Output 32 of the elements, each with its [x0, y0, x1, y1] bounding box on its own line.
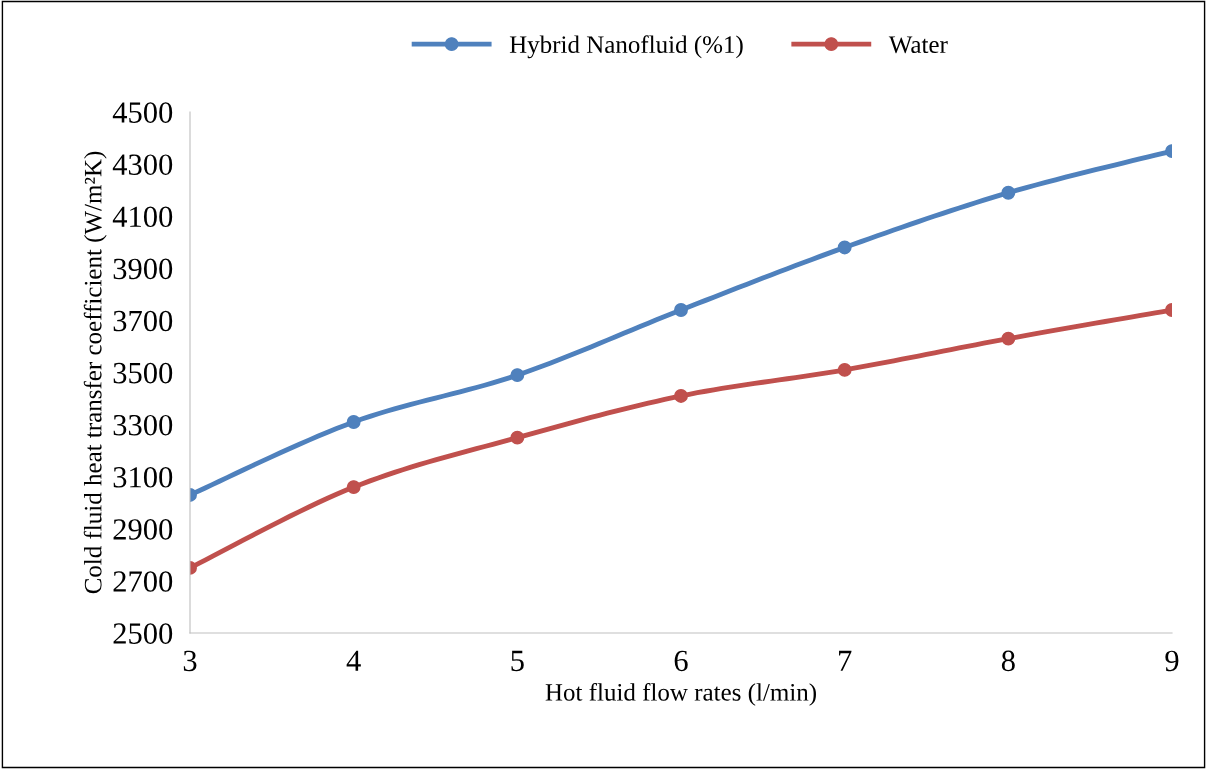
x-axis-title: Hot fluid flow rates (l/min) — [545, 682, 816, 706]
point — [674, 303, 688, 317]
point — [837, 240, 852, 255]
point — [1001, 331, 1016, 346]
x-tick-label: 4 — [346, 650, 361, 671]
point — [510, 368, 525, 383]
x-tick-label: 6 — [674, 650, 688, 672]
point — [837, 362, 852, 377]
y-tick-label: 4500 — [112, 102, 173, 123]
y-tick-label: 2700 — [113, 571, 173, 592]
x-tick-label: 5 — [511, 650, 524, 672]
point — [1001, 185, 1016, 200]
y-tick-label: 4100 — [112, 206, 173, 228]
legend-label: Hybrid Nanofluid (%1) — [509, 35, 743, 59]
x-tick-label: 3 — [183, 650, 197, 672]
point — [346, 480, 361, 495]
y-tick-label: 2500 — [113, 623, 173, 644]
y-tick-label: 3900 — [113, 258, 173, 280]
y-axis-title: Cold fluid heat transfer coefficient (W/m²K) — [83, 151, 107, 594]
x-tick-label: 8 — [1001, 650, 1015, 672]
y-tick-label: 2900 — [113, 519, 173, 540]
x-tick-label: 9 — [1165, 650, 1179, 672]
point — [674, 388, 688, 403]
y-tick-label: 3700 — [113, 310, 173, 332]
x-tick-label: 7 — [839, 650, 852, 671]
point — [510, 430, 525, 445]
point — [346, 415, 361, 429]
y-tick-label: 3300 — [113, 414, 173, 436]
y-tick-label: 4300 — [112, 154, 173, 175]
y-tick-label: 3500 — [113, 362, 173, 384]
legend-label: Water — [888, 36, 948, 54]
y-tick-label: 3100 — [113, 466, 173, 488]
